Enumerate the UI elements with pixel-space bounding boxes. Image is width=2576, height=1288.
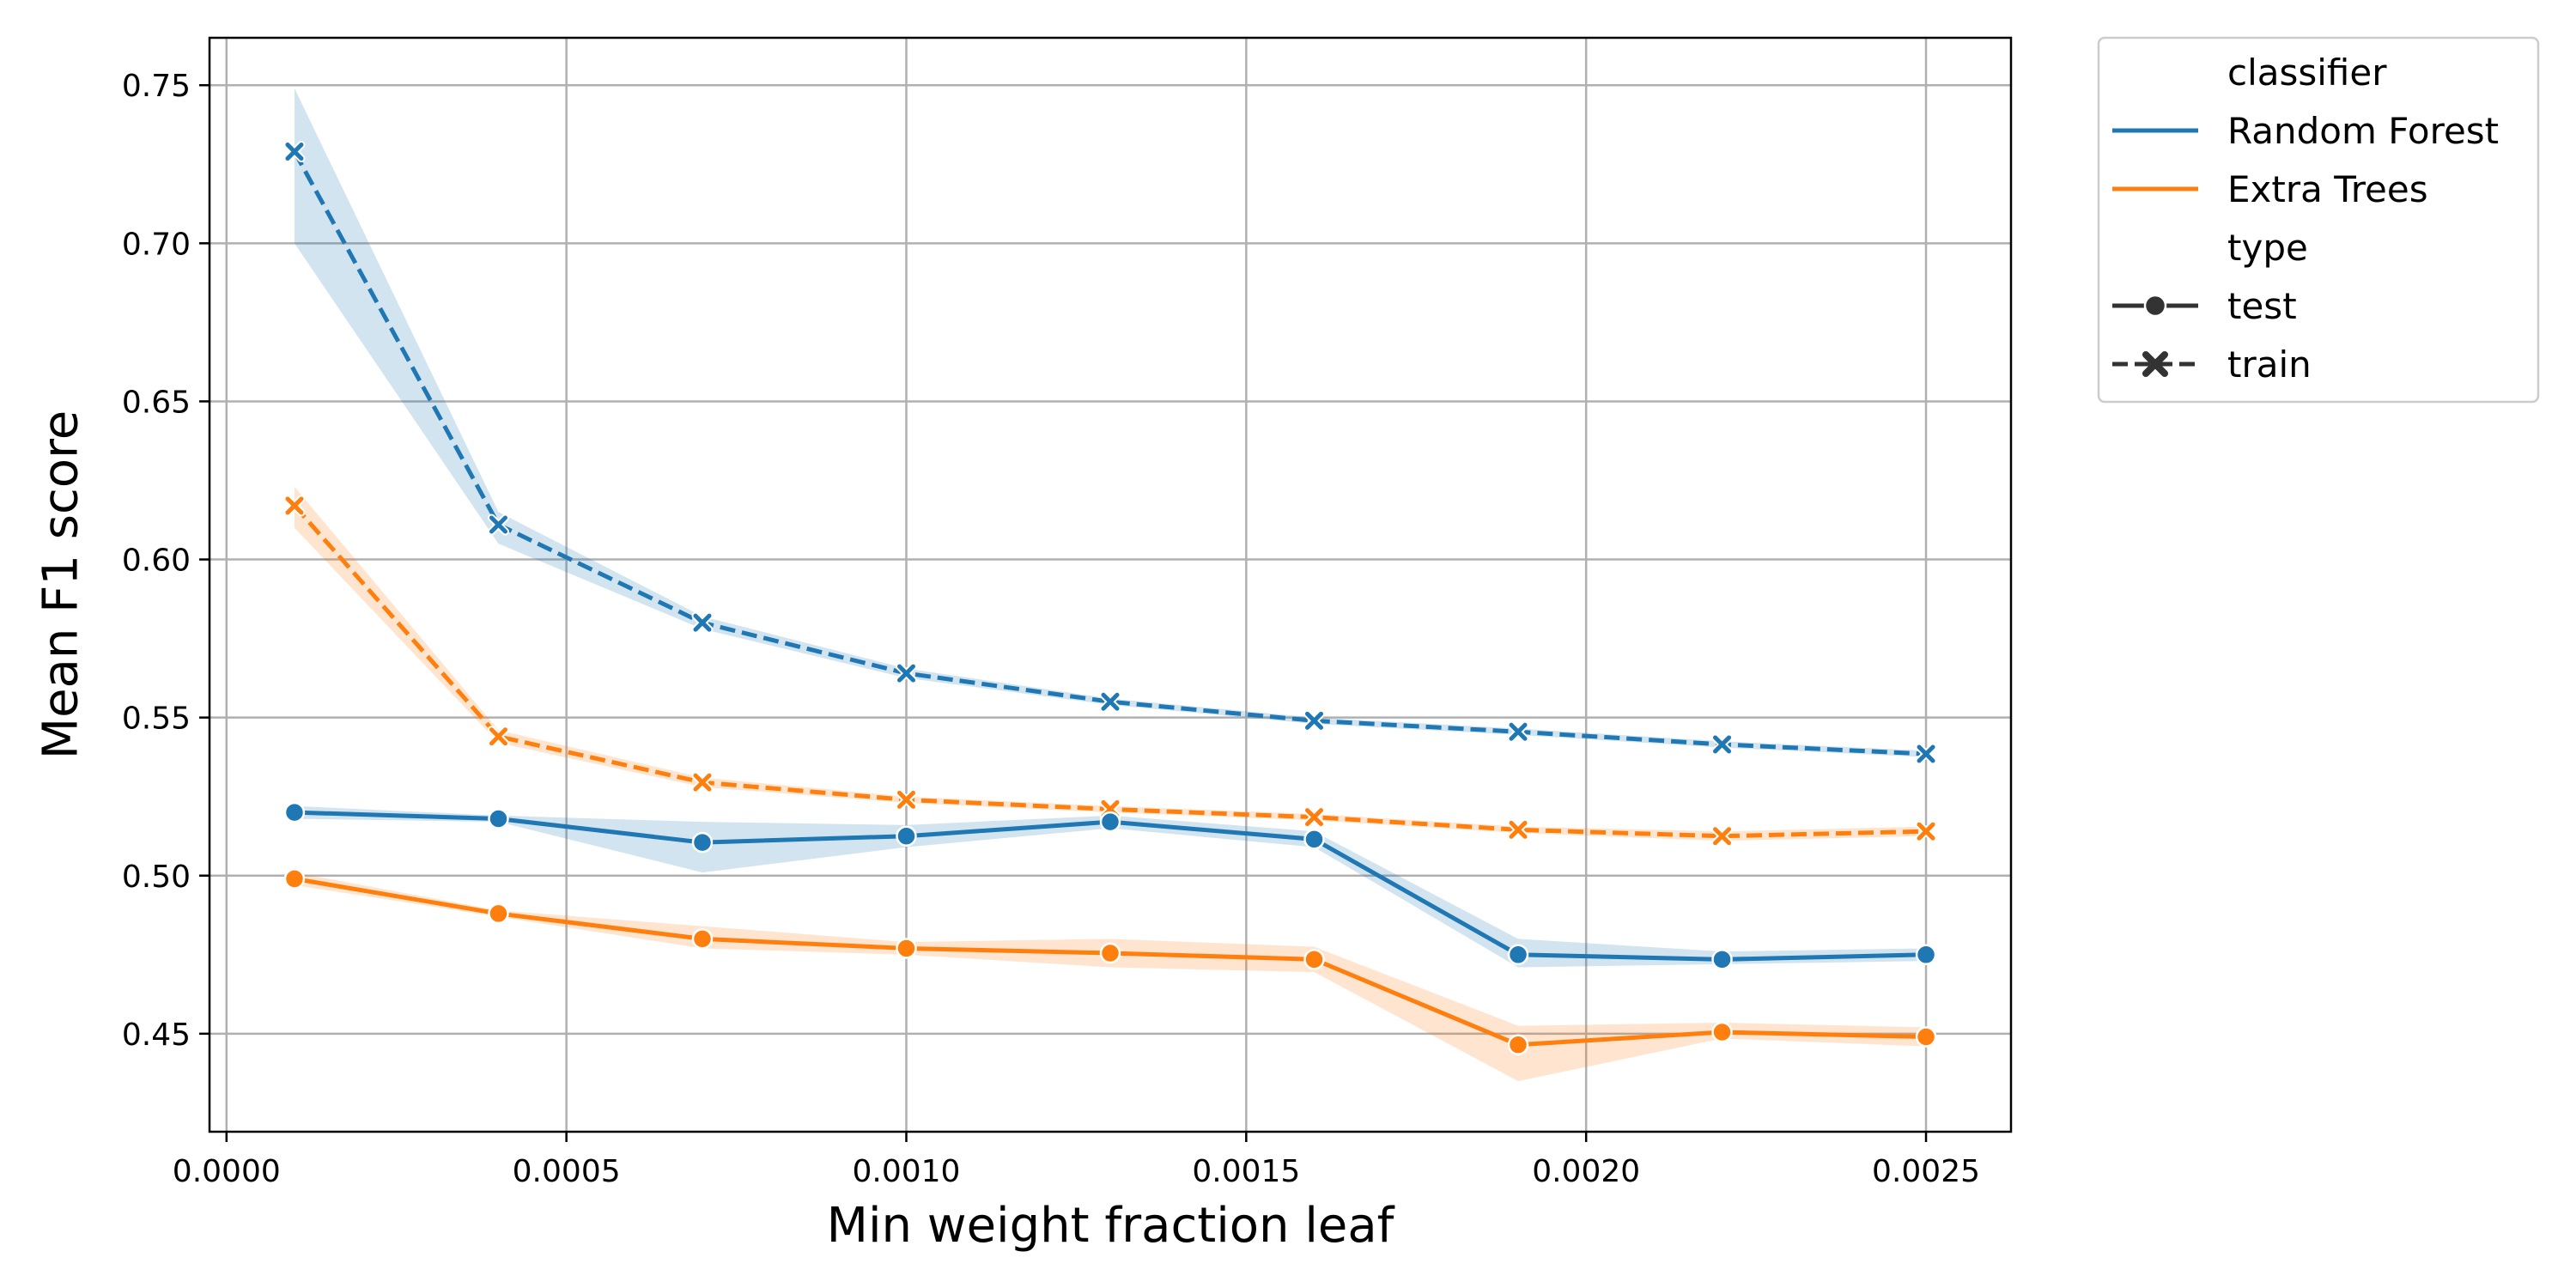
random-forest-train-point — [487, 513, 509, 536]
extra-trees-train-point-mark — [1509, 820, 1528, 839]
legend-label-extra-trees: Extra Trees — [2227, 168, 2428, 210]
random-forest-train-point-mark — [1101, 692, 1120, 711]
random-forest-train-point-mark — [489, 515, 507, 534]
extra-trees-train-point-mark — [285, 496, 304, 515]
x-tick-label: 0.0015 — [1192, 1154, 1300, 1189]
random-forest-train-point — [691, 611, 714, 634]
random-forest-train-point-mark — [1713, 735, 1732, 754]
extra-trees-test-point — [488, 902, 509, 925]
legend: classifier Random Forest Extra Trees typ… — [2097, 36, 2540, 404]
random-forest-test-point — [1099, 811, 1121, 833]
random-forest-train-point — [1915, 743, 1937, 765]
legend-item-random-forest: Random Forest — [2112, 110, 2499, 152]
random-forest-train-point — [895, 662, 917, 684]
legend-label-train: train — [2227, 343, 2312, 386]
legend-item-test: test — [2112, 285, 2297, 327]
extra-trees-train-point-mark — [1305, 808, 1324, 827]
x-tick-label: 0.0005 — [513, 1154, 621, 1189]
extra-trees-test-point — [1915, 1026, 1937, 1048]
extra-trees-train-point-mark — [489, 727, 507, 746]
legend-item-extra-trees: Extra Trees — [2112, 168, 2428, 210]
random-forest-test-point — [283, 801, 306, 823]
y-tick-label: 0.60 — [122, 544, 191, 579]
legend-item-train: train — [2112, 343, 2312, 386]
extra-trees-train-point-mark — [896, 790, 915, 809]
series-markers — [283, 141, 1937, 1055]
confidence-bands — [294, 88, 1927, 1082]
grid-lines — [210, 38, 2011, 1132]
legend-title-type: type — [2227, 227, 2308, 269]
extra-trees-test-point — [283, 868, 306, 890]
random-forest-train-point — [1711, 733, 1734, 756]
extra-trees-test-point — [1099, 942, 1121, 964]
extra-trees-train-point — [487, 726, 509, 748]
random-forest-train-point — [1507, 720, 1529, 743]
random-forest-test-point — [691, 831, 714, 854]
random-forest-train-point-mark — [285, 143, 304, 161]
extra-trees-test-point — [691, 928, 714, 950]
extra-trees-train-point — [1303, 806, 1326, 829]
extra-trees-train-point — [1915, 820, 1937, 842]
legend-frame — [2097, 36, 2540, 404]
extra-trees-train-point — [283, 495, 306, 517]
y-axis-label: Mean F1 score — [33, 410, 89, 760]
y-tick-label: 0.45 — [122, 1018, 191, 1053]
random-forest-test-point — [1915, 944, 1937, 966]
extra-trees-train-point-mark — [1917, 822, 1935, 841]
random-forest-train-point-mark — [1305, 711, 1324, 730]
random-forest-train-point-mark — [1509, 722, 1528, 741]
series-lines — [292, 150, 1927, 1048]
y-tick-label: 0.70 — [122, 227, 191, 262]
axis-ticks: 0.0000 0.0005 0.0010 0.0015 0.0020 0.0025 0.45… — [122, 69, 1980, 1189]
extra-trees-test-point — [1303, 949, 1325, 970]
extra-trees-test-point — [1507, 1034, 1529, 1055]
random-forest-train-point-mark — [896, 664, 915, 683]
y-tick-label: 0.65 — [122, 385, 191, 420]
plot-frame — [208, 36, 2013, 1133]
random-forest-train-point — [1303, 709, 1326, 732]
extra-trees-train-point — [1507, 818, 1529, 841]
legend-label-test: test — [2227, 285, 2297, 327]
x-tick-label: 0.0020 — [1532, 1154, 1640, 1189]
extra-trees-train-point — [1711, 825, 1734, 848]
random-forest-test-point — [1303, 829, 1325, 850]
legend-marker-x — [2142, 351, 2168, 377]
y-tick-label: 0.75 — [122, 69, 191, 104]
legend-label-random-forest: Random Forest — [2227, 110, 2499, 152]
random-forest-train-point — [1099, 690, 1121, 713]
legend-marker-circle — [2143, 294, 2167, 318]
x-tick-label: 0.0025 — [1872, 1154, 1980, 1189]
random-forest-train-point-mark — [693, 613, 712, 632]
extra-trees-train-point — [895, 788, 917, 811]
extra-trees-test-band — [294, 872, 1927, 1082]
y-tick-label: 0.50 — [122, 860, 191, 895]
extra-trees-train-point — [691, 771, 714, 793]
random-forest-test-point — [1711, 949, 1733, 970]
random-forest-test-point — [488, 808, 509, 829]
extra-trees-test-point — [1711, 1021, 1733, 1043]
random-forest-train-line — [292, 150, 1927, 756]
random-forest-train-point — [283, 141, 306, 163]
y-tick-label: 0.55 — [122, 702, 191, 737]
x-tick-label: 0.0010 — [853, 1154, 961, 1189]
random-forest-train-point-mark — [1917, 744, 1935, 763]
x-axis-label: Min weight fraction leaf — [827, 1198, 1395, 1254]
x-tick-label: 0.0000 — [173, 1154, 281, 1189]
extra-trees-train-point-mark — [1713, 827, 1732, 846]
random-forest-test-point — [896, 825, 917, 847]
legend-title-classifier: classifier — [2227, 52, 2387, 94]
extra-trees-train-point-mark — [693, 773, 712, 792]
random-forest-test-point — [1507, 944, 1529, 966]
random-forest-train-band — [294, 88, 1927, 757]
extra-trees-test-point — [896, 938, 917, 959]
